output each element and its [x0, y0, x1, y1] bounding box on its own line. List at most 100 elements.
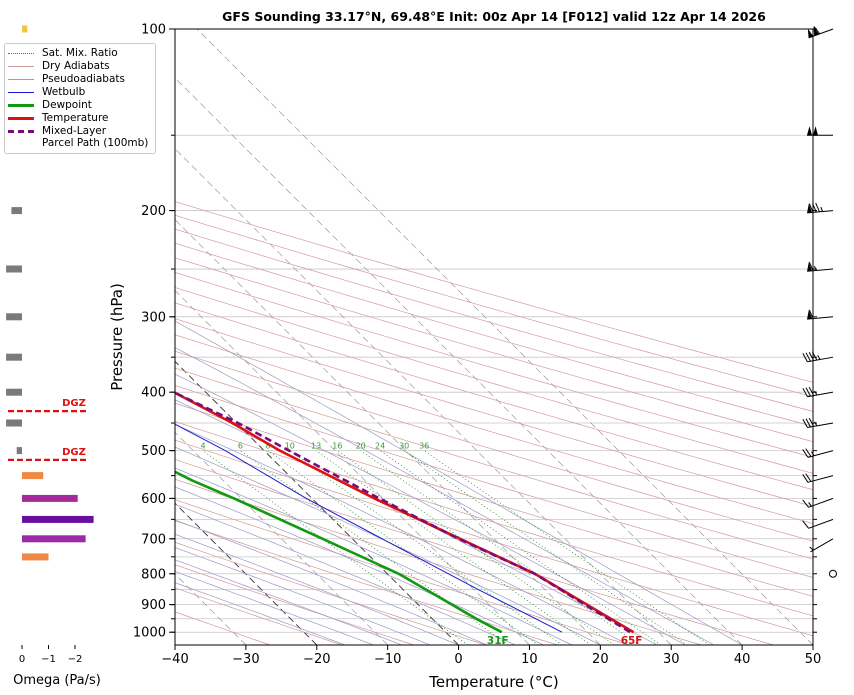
- dry-adiabat: [175, 478, 702, 645]
- legend-item: Sat. Mix. Ratio: [8, 47, 152, 59]
- mixing-ratio-line: [403, 450, 688, 645]
- isotherm-line: [175, 360, 459, 645]
- omega-bar: [16, 447, 22, 455]
- dry-adiabat: [175, 302, 813, 491]
- barb-half: [811, 451, 815, 456]
- x-axis-label: Temperature (°C): [428, 673, 558, 691]
- dry-adiabat: [175, 201, 813, 383]
- y-tick-label: 600: [141, 492, 166, 507]
- pseudoadiabat: [175, 446, 601, 645]
- omega-axis-label: Omega (Pa/s): [13, 673, 101, 688]
- wind-barb: [802, 351, 834, 363]
- barb-half: [820, 206, 824, 212]
- omega-bar: [11, 207, 22, 215]
- dry-adiabat: [175, 587, 343, 645]
- x-tick-label: −10: [374, 652, 401, 667]
- omega-bar: [6, 265, 22, 273]
- mixing-ratio-line: [267, 450, 539, 645]
- x-tick-label: 30: [663, 652, 680, 667]
- pseudoadiabat: [175, 519, 488, 645]
- mixing-ratio-label: 13: [311, 442, 321, 451]
- wind-barb: [802, 386, 834, 398]
- wind-barb: [807, 261, 834, 272]
- barb-full: [811, 351, 818, 361]
- barb-full: [815, 202, 820, 213]
- legend-swatch: [8, 60, 34, 72]
- dry-adiabat: [175, 402, 813, 597]
- dry-adiabat: [175, 242, 813, 427]
- legend-item: Dry Adiabats: [8, 60, 152, 72]
- pseudoadiabat: [175, 347, 714, 645]
- barb-full: [808, 203, 814, 213]
- barb-staff: [810, 538, 834, 553]
- barb-full: [805, 473, 812, 482]
- barb-full: [802, 520, 809, 529]
- dry-adiabat: [175, 350, 813, 542]
- y-tick-label: 400: [141, 386, 166, 401]
- omega-tick-label: −1: [41, 654, 56, 665]
- chart-title: GFS Sounding 33.17°N, 69.48°E Init: 00z …: [222, 9, 766, 24]
- dry-adiabat: [175, 367, 813, 560]
- omega-bar: [22, 515, 94, 523]
- barb-half: [817, 355, 821, 360]
- barb-staff: [808, 497, 834, 508]
- barb-staff: [807, 450, 834, 458]
- omega-tick-label: 0: [19, 654, 25, 665]
- mixing-ratio-label: 16: [332, 442, 342, 451]
- barb-half: [814, 421, 818, 427]
- wind-barb: [802, 518, 834, 529]
- mixing-ratio-label: 10: [285, 442, 295, 451]
- barb-full: [808, 309, 814, 319]
- x-tick-label: 10: [521, 652, 538, 667]
- pseudoadiabat: [175, 503, 516, 645]
- legend-label: Mixed-Layer Parcel Path (100mb): [42, 125, 149, 149]
- isotherm-line: [175, 77, 743, 645]
- dry-adiabat: [175, 334, 813, 524]
- pseudoadiabat: [175, 559, 402, 645]
- legend-label: Dewpoint: [42, 99, 92, 111]
- barb-full: [805, 387, 811, 397]
- omega-bar: [6, 419, 22, 427]
- mixing-ratio-label: 24: [375, 442, 385, 451]
- x-tick-label: −40: [161, 652, 188, 667]
- legend-swatch: [8, 86, 34, 98]
- chart-legend: Sat. Mix. Ratio Dry Adiabats Pseudoadiabat…: [4, 43, 156, 154]
- legend-label: Wetbulb: [42, 86, 86, 98]
- wind-barb: [802, 497, 834, 508]
- dry-adiabat: [175, 228, 813, 412]
- legend-item: Wetbulb: [8, 86, 152, 98]
- omega-bar: [22, 25, 28, 33]
- isotherm-line: [196, 29, 813, 645]
- barb-half: [813, 265, 817, 271]
- mixing-ratio-label: 20: [356, 442, 366, 451]
- barb-full: [805, 448, 812, 457]
- mixing-ratio-line: [423, 450, 710, 645]
- dry-adiabat: [175, 564, 415, 645]
- dry-adiabat: [175, 318, 813, 507]
- barb-staff: [807, 316, 834, 320]
- pseudoadiabat: [175, 373, 686, 645]
- barb-full: [808, 417, 815, 427]
- omega-bar: [22, 535, 86, 543]
- y-tick-label: 700: [141, 532, 166, 547]
- surface-temperature-label: 65F: [621, 635, 643, 647]
- pseudoadiabat: [175, 486, 544, 645]
- pseudoadiabat: [175, 533, 459, 645]
- x-tick-label: 50: [805, 652, 822, 667]
- barb-full: [802, 449, 809, 458]
- isotherm-line: [175, 431, 388, 645]
- omega-bar: [6, 313, 22, 321]
- y-tick-label: 900: [141, 598, 166, 613]
- barb-half: [809, 546, 814, 551]
- pseudoadiabat: [175, 320, 743, 645]
- barb-flag: [813, 126, 818, 136]
- barb-staff: [807, 422, 834, 428]
- temperature-line: [175, 391, 635, 634]
- barb-full: [812, 203, 817, 213]
- y-tick-label: 300: [141, 310, 166, 325]
- dry-adiabat: [175, 257, 813, 443]
- dgz-label: DGZ: [62, 447, 86, 458]
- barb-staff: [808, 518, 834, 529]
- wind-barb: [807, 309, 834, 320]
